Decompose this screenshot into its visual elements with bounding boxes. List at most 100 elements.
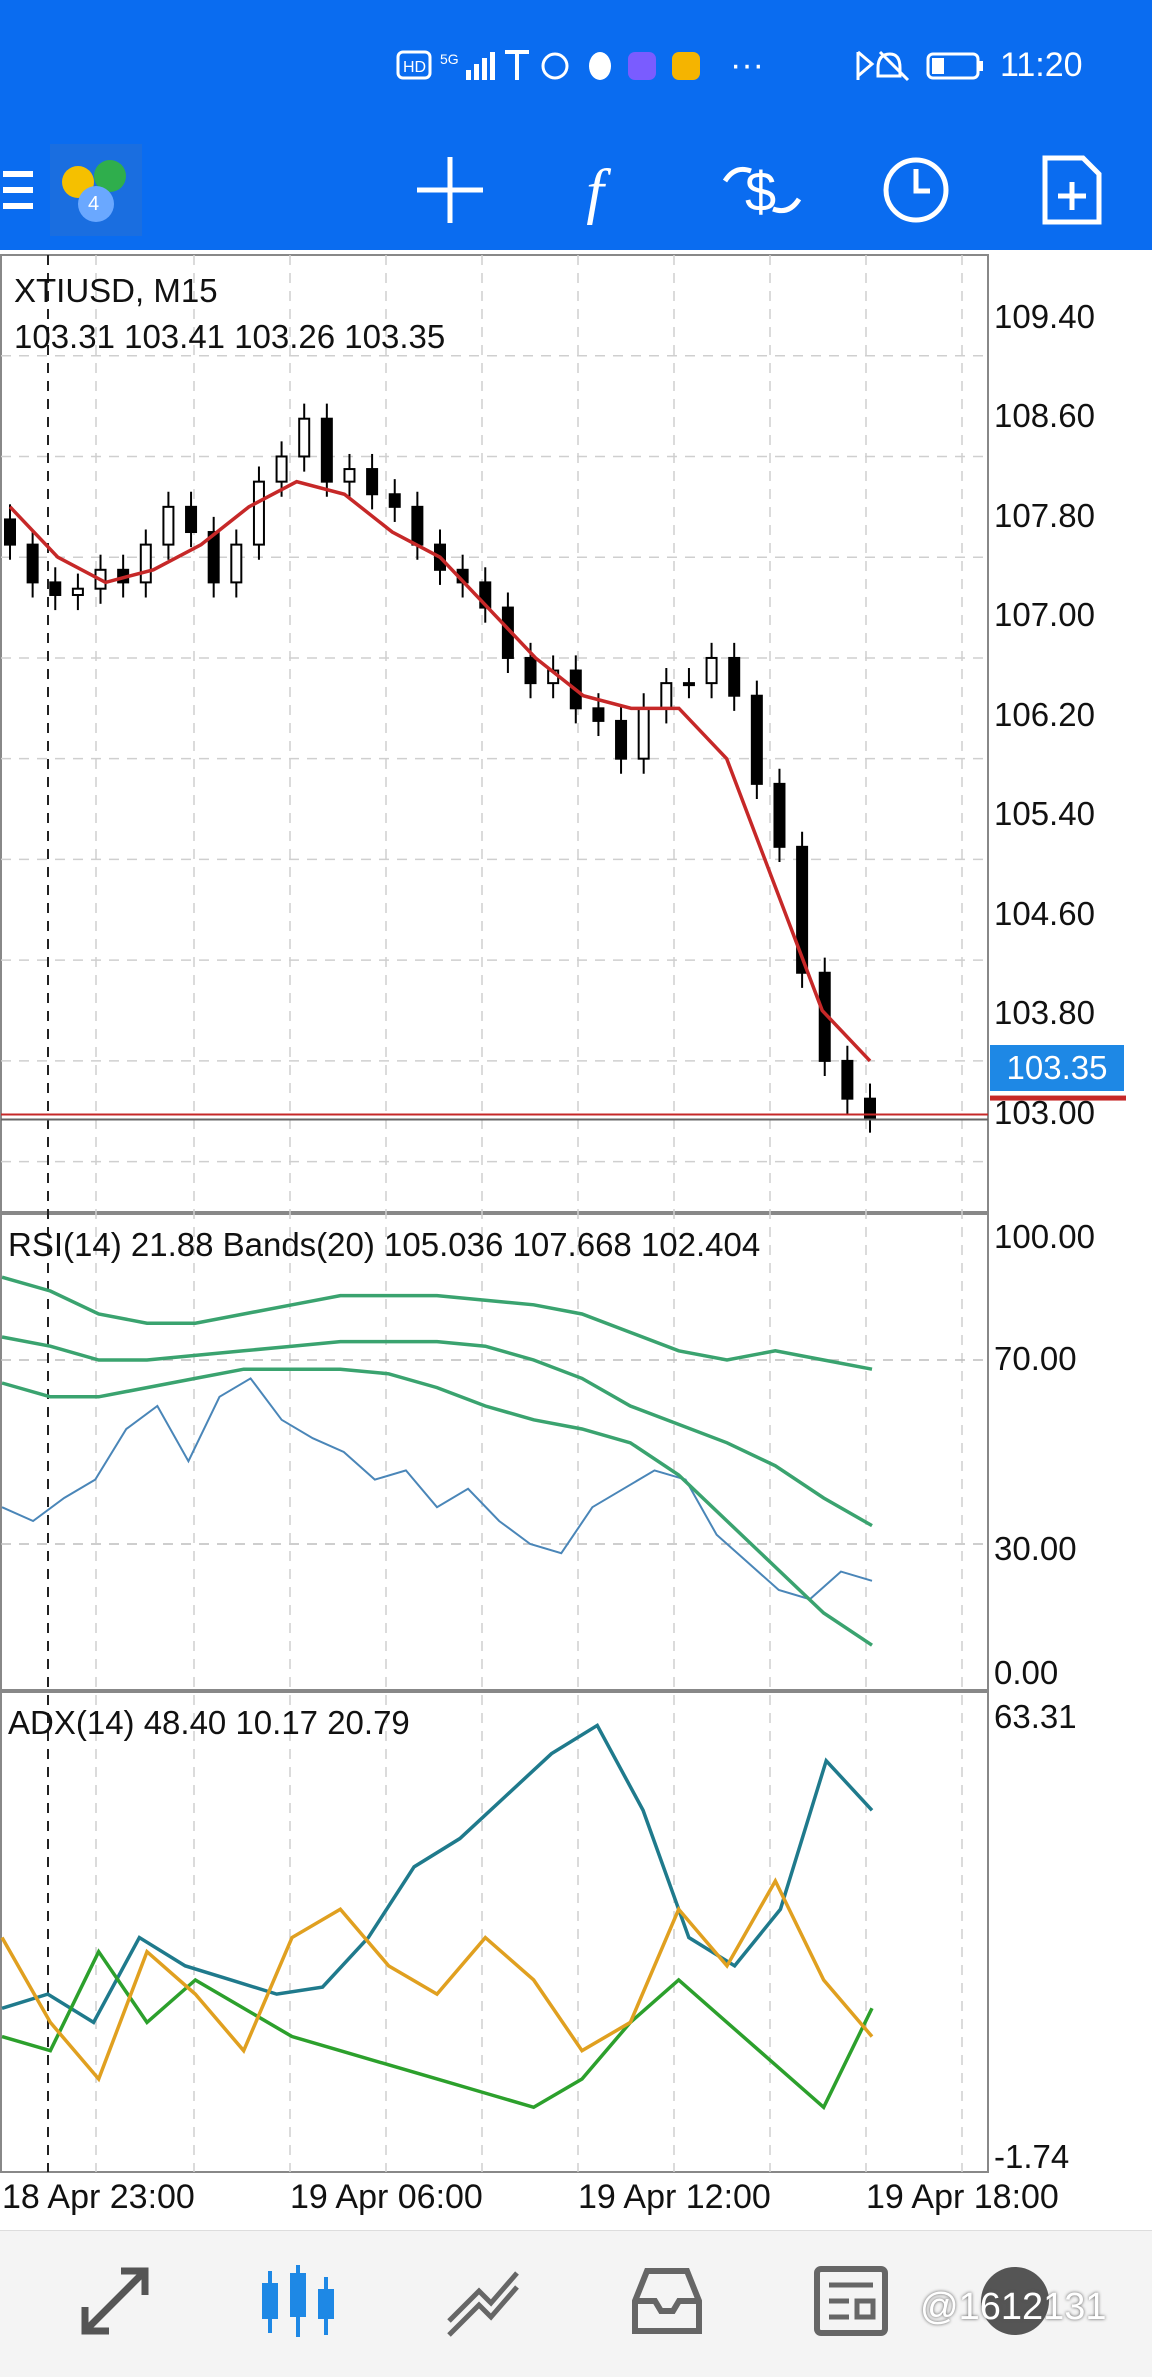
nav-trade[interactable] <box>428 2246 538 2356</box>
candle <box>49 581 62 596</box>
price-label: 109.40 <box>994 298 1095 335</box>
candle <box>411 505 424 546</box>
templates-button[interactable] <box>1022 140 1122 240</box>
candle <box>637 707 650 760</box>
rsi-level: 30.00 <box>994 1530 1077 1567</box>
chart-area[interactable] <box>0 250 1152 2230</box>
svg-text:4: 4 <box>88 193 99 215</box>
x-axis-label: 19 Apr 18:00 <box>866 2178 1059 2216</box>
status-time: 11:20 <box>1000 46 1083 84</box>
candle <box>252 480 265 546</box>
x-axis-label: 19 Apr 06:00 <box>290 2178 483 2216</box>
price-label: 104.60 <box>994 895 1095 932</box>
rsi-level: 100.00 <box>994 1218 1095 1255</box>
signal-bars-icon <box>466 70 471 80</box>
candle <box>275 455 288 483</box>
candle <box>207 531 220 584</box>
price-label: 108.60 <box>994 397 1095 434</box>
5g-signal-icon: 5G <box>440 51 459 67</box>
candle <box>26 543 39 584</box>
mt4-logo-icon: 4 <box>50 144 142 236</box>
candle <box>4 518 16 546</box>
nav-quotes[interactable] <box>60 2246 170 2356</box>
candle <box>479 581 492 609</box>
rsi-level: 0.00 <box>994 1654 1059 1691</box>
periods-button[interactable] <box>866 140 966 240</box>
price-label: 105.40 <box>994 795 1095 832</box>
adx-line <box>1 1722 874 2025</box>
nav-history[interactable] <box>612 2246 722 2356</box>
nav-chart[interactable] <box>244 2246 354 2356</box>
news-icon <box>814 2266 888 2336</box>
candle <box>841 1059 854 1100</box>
adx-level: -1.74 <box>994 2138 1070 2175</box>
menu-button[interactable] <box>0 140 40 240</box>
candle <box>366 468 379 496</box>
svg-text:f: f <box>586 156 612 225</box>
bottom-navigation <box>0 2230 1152 2377</box>
music-app-icon <box>628 52 656 80</box>
ohlc-label: 103.31 103.41 103.26 103.35 <box>14 318 446 355</box>
price-label: 103.80 <box>994 994 1095 1031</box>
crosshair-icon <box>417 157 483 223</box>
candle <box>592 707 605 722</box>
battery-icon <box>926 52 980 80</box>
trade-button[interactable]: $ <box>712 140 812 240</box>
watermark: @1612131 <box>920 2286 1107 2328</box>
indicators-button[interactable]: f <box>556 140 656 240</box>
candle <box>71 587 84 596</box>
rsi-level: 70.00 <box>994 1340 1077 1377</box>
menu-icon <box>3 171 33 209</box>
bands-line <box>1 1275 873 1371</box>
candle <box>728 656 741 697</box>
nav-news[interactable] <box>796 2246 906 2356</box>
settings-icon <box>981 2267 1049 2335</box>
candle <box>343 468 356 483</box>
status-icons: HD 5G <box>396 50 983 82</box>
candle <box>230 543 243 584</box>
trade-icon <box>447 2271 519 2337</box>
app-logo[interactable]: 4 <box>46 140 146 240</box>
candle <box>750 694 763 785</box>
moving-average-line <box>8 479 872 1063</box>
app-icon-t <box>505 50 529 80</box>
x-axis-label: 18 Apr 23:00 <box>2 2178 195 2216</box>
status-bar: HD 5G ··· 11:20 <box>0 0 1152 132</box>
bands-line <box>1 1367 873 1647</box>
candle <box>796 845 809 974</box>
qq-penguin-icon <box>589 52 611 80</box>
indicator-f-icon: f <box>586 156 612 225</box>
minus-di-line <box>0 1877 874 2083</box>
plus-di-line <box>1 1948 874 2111</box>
chat-bubble-icon <box>541 52 569 80</box>
adx-panel-frame <box>0 1691 989 2173</box>
adx-label: ADX(14) 48.40 10.17 20.79 <box>8 1704 410 1741</box>
candle <box>524 656 537 685</box>
candle <box>388 493 401 508</box>
candle <box>773 782 786 848</box>
symbol-label: XTIUSD, M15 <box>14 272 218 309</box>
rsi-label: RSI(14) 21.88 Bands(20) 105.036 107.668 … <box>8 1226 761 1263</box>
crosshair-button[interactable] <box>400 140 500 240</box>
candle <box>615 719 628 760</box>
x-axis-label: 19 Apr 12:00 <box>578 2178 771 2216</box>
candle <box>864 1097 876 1119</box>
top-toolbar <box>0 132 1152 250</box>
chart-canvas[interactable] <box>0 250 1152 2230</box>
price-marker <box>990 1095 1126 1101</box>
price-label: 107.00 <box>994 596 1095 633</box>
bands-line <box>1 1335 873 1528</box>
candle <box>139 543 152 584</box>
adx-level: 63.31 <box>994 1698 1077 1735</box>
candle <box>705 656 718 685</box>
candle <box>660 682 673 710</box>
history-icon <box>632 2268 702 2334</box>
candle <box>185 505 198 534</box>
price-label: 106.20 <box>994 696 1095 733</box>
current-price-box: 103.35 <box>990 1045 1124 1091</box>
price-label: 103.00 <box>994 1094 1095 1131</box>
hd-text: HD <box>403 59 426 76</box>
price-label: 107.80 <box>994 497 1095 534</box>
candle <box>298 417 311 458</box>
nav-settings[interactable] <box>960 2246 1070 2356</box>
